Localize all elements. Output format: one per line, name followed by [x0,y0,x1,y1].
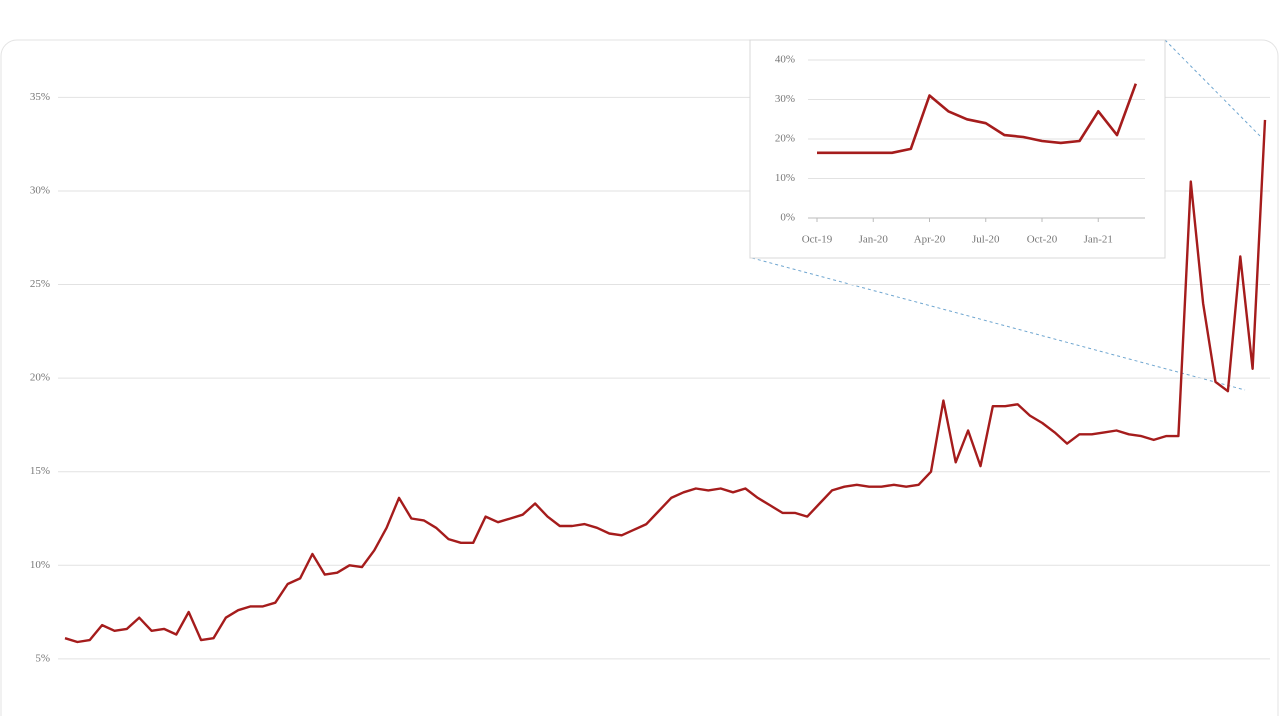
zoom-connector [751,257,1246,391]
y-tick-label: 10% [30,559,50,571]
y-tick-label: 15% [30,465,50,477]
x-tick-label: Oct-19 [802,234,833,246]
y-tick-label: 40% [775,54,795,66]
y-tick-label: 25% [30,278,50,290]
y-tick-label: 20% [30,372,50,384]
x-tick-label: Jul-20 [972,234,1000,246]
y-tick-label: 35% [30,91,50,103]
y-tick-label: 5% [35,652,50,664]
zoom-connector [1164,39,1263,139]
data-line [64,119,1267,644]
data-line [817,83,1138,155]
y-tick-label: 20% [775,133,795,145]
x-tick-label: Oct-20 [1027,234,1058,246]
y-tick-label: 0% [780,212,795,224]
inset-chart: 0% 10% 20% 30% 40% Oct-19 Jan-20 Apr-20 Jul-20 Oc… [775,54,1145,246]
y-tick-label: 30% [775,93,795,105]
main-chart: 5% 10% 15% 20% 25% 30% 35% [30,91,1270,664]
x-tick-label: Apr-20 [914,234,946,246]
x-tick-label: Jan-21 [1084,234,1113,246]
inset-frame [749,39,1166,259]
x-tick-label: Jan-20 [859,234,889,246]
y-tick-label: 30% [30,185,50,197]
y-tick-label: 10% [775,172,795,184]
